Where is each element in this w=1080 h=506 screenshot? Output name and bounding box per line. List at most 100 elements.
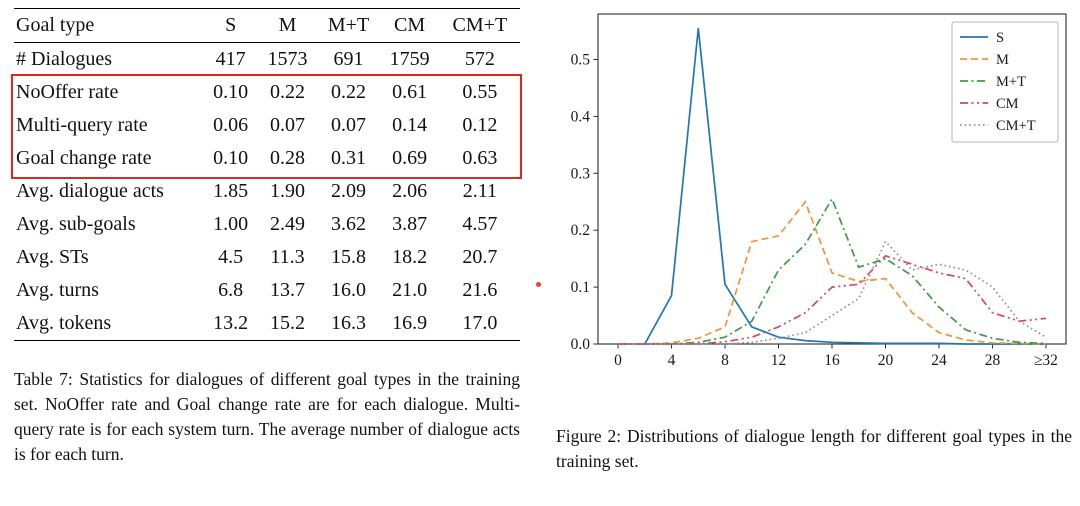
cell-value: 0.28: [269, 147, 305, 169]
row-label: Avg. dialogue acts: [16, 180, 164, 202]
row-label: Goal change rate: [16, 147, 152, 169]
cell-value: 11.3: [270, 246, 305, 268]
row-label: Avg. tokens: [16, 312, 112, 334]
x-tick-label: 20: [878, 352, 894, 369]
table-wrapper: Goal type S M M+T CM CM+T # Dialogues 417 1573 6…: [11, 8, 522, 341]
cell-value: 1759: [389, 48, 430, 70]
column-header: CM: [394, 14, 426, 36]
y-tick-label: 0.1: [571, 279, 590, 296]
cell-value: 13.7: [269, 279, 305, 301]
column-header: CM+T: [452, 14, 508, 36]
cell-value: 0.22: [269, 81, 305, 103]
x-tick-label: 12: [771, 352, 787, 369]
row-label: Avg. STs: [16, 246, 89, 268]
y-tick-label: 0.5: [571, 52, 591, 69]
cell-value: 417: [215, 48, 246, 70]
figure-chart: 0 4 8 12 16 20 24 28 ≥32 0.0 0.1 0.2 0.3 0.4 0.5 S M M+T C…: [556, 6, 1072, 384]
series-line-S: [618, 28, 1046, 345]
cell-value: 2.49: [269, 213, 305, 235]
cell-value: 2.09: [331, 180, 367, 202]
legend-label-CM+T: CM+T: [996, 118, 1036, 134]
row-label: Avg. turns: [16, 279, 99, 301]
cell-value: 16.3: [331, 312, 367, 334]
figure-caption: Figure 2: Distributions of dialogue leng…: [556, 426, 1072, 471]
x-tick-label: 8: [721, 352, 729, 369]
cell-value: 21.6: [462, 279, 498, 301]
cell-value: 0.10: [213, 147, 249, 169]
cell-value: 1.85: [213, 180, 249, 202]
stats-table-body: # Dialogues 417 1573 691 1759 572 NoOffer rate…: [14, 43, 520, 341]
cell-value: 13.2: [213, 312, 249, 334]
row-label: Avg. sub-goals: [16, 213, 136, 235]
table-row: Avg. STs 4.5 11.3 15.8 18.2 20.7: [14, 241, 520, 274]
table-row: Avg. tokens 13.2 15.2 16.3 16.9 17.0: [14, 307, 520, 341]
table-row: NoOffer rate 0.10 0.22 0.22 0.61 0.55: [14, 76, 520, 109]
column-header: M: [278, 14, 297, 36]
y-tick-label: 0.4: [571, 108, 591, 125]
cell-value: 2.06: [392, 180, 428, 202]
cell-value: 15.2: [269, 312, 305, 334]
cell-value: 4.5: [218, 246, 244, 268]
table-row: Avg. dialogue acts 1.85 1.90 2.09 2.06 2.11: [14, 175, 520, 208]
y-tick-label: 0.0: [571, 336, 591, 353]
cell-value: 16.0: [331, 279, 367, 301]
cell-value: 21.0: [392, 279, 428, 301]
x-tick-label: 4: [668, 352, 676, 369]
cell-value: 0.22: [331, 81, 367, 103]
y-tick-label: 0.2: [571, 222, 590, 239]
chart-legend: [951, 21, 1059, 143]
table-column: Goal type S M M+T CM CM+T # Dialogues 417 1573 6…: [11, 8, 522, 466]
cell-value: 3.62: [331, 213, 367, 235]
cell-value: 1573: [267, 48, 308, 70]
row-label: NoOffer rate: [16, 81, 119, 103]
cell-value: 16.9: [392, 312, 428, 334]
cell-value: 20.7: [462, 246, 498, 268]
table-row: Avg. sub-goals 1.00 2.49 3.62 3.87 4.57: [14, 208, 520, 241]
series-line-M: [618, 200, 1046, 345]
figure-column: 0 4 8 12 16 20 24 28 ≥32 0.0 0.1 0.2 0.3 0.4 0.5 S M M+T C…: [556, 6, 1072, 474]
cell-value: 17.0: [462, 312, 498, 334]
table-header-row: Goal type S M M+T CM CM+T: [14, 8, 520, 43]
cell-value: 0.12: [462, 114, 498, 136]
cell-value: 0.61: [392, 81, 428, 103]
x-tick-label: 24: [931, 352, 947, 369]
column-header-goal-type: Goal type: [16, 14, 95, 36]
series-line-CM: [618, 254, 1046, 345]
x-tick-label: ≥32: [1034, 352, 1058, 369]
cell-value: 18.2: [392, 246, 428, 268]
cell-value: 0.55: [462, 81, 498, 103]
stray-red-dot: [536, 282, 541, 287]
cell-value: 0.07: [331, 114, 367, 136]
cell-value: 3.87: [392, 213, 428, 235]
table-row: Multi-query rate 0.06 0.07 0.07 0.14 0.12: [14, 109, 520, 142]
cell-value: 4.57: [462, 213, 498, 235]
legend-label-S: S: [996, 30, 1004, 46]
x-tick-label: 0: [614, 352, 622, 369]
cell-value: 0.31: [331, 147, 367, 169]
series-line-CM+T: [618, 240, 1047, 345]
legend-label-CM: CM: [996, 96, 1019, 112]
row-label: # Dialogues: [16, 48, 113, 70]
cell-value: 691: [333, 48, 364, 70]
cell-value: 1.90: [269, 180, 305, 202]
cell-value: 0.06: [213, 114, 249, 136]
cell-value: 0.63: [462, 147, 498, 169]
chart-svg: 0 4 8 12 16 20 24 28 ≥32 0.0 0.1 0.2 0.3 0.4 0.5 SM M+T C…: [571, 13, 1067, 369]
cell-value: 1.00: [213, 213, 249, 235]
cell-value: 6.8: [218, 279, 244, 301]
x-tick-label: 28: [985, 352, 1001, 369]
table-caption: Table 7: Statistics for dialogues of dif…: [14, 369, 520, 464]
series-line-M+T: [618, 196, 1046, 345]
column-header: S: [225, 14, 237, 36]
legend-label-M: M: [996, 52, 1009, 68]
table-row: Avg. turns 6.8 13.7 16.0 21.0 21.6: [14, 274, 520, 307]
row-label: Multi-query rate: [16, 114, 148, 136]
stats-table: Goal type S M M+T CM CM+T # Dialogues 417 1573 6…: [14, 8, 520, 341]
table-row: Goal change rate 0.10 0.28 0.31 0.69 0.63: [14, 142, 520, 175]
cell-value: 572: [464, 48, 495, 70]
cell-value: 0.14: [392, 114, 428, 136]
x-tick-label: 16: [824, 352, 840, 369]
cell-value: 0.07: [269, 114, 305, 136]
column-header: M+T: [327, 14, 370, 36]
